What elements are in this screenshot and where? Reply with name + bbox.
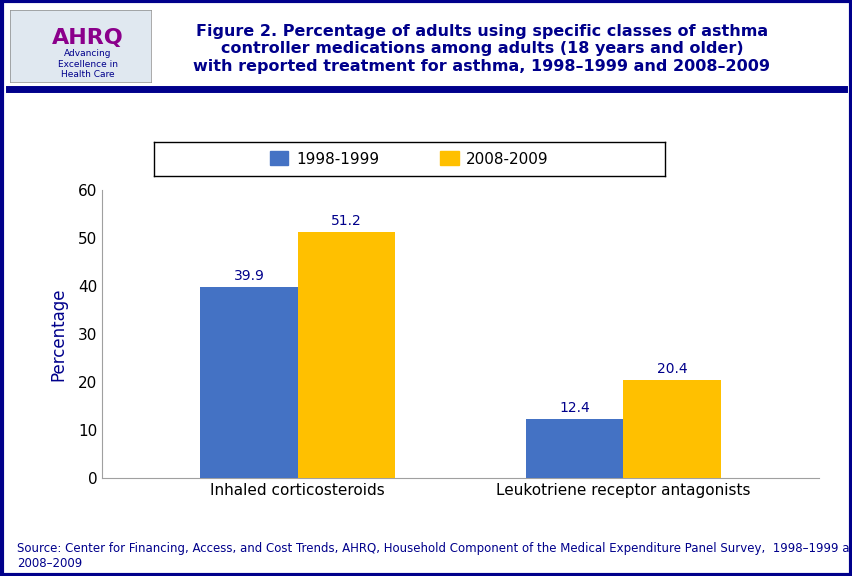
Bar — [200, 287, 297, 478]
Text: AHRQ: AHRQ — [52, 28, 124, 48]
Bar — [623, 380, 720, 478]
Text: 20.4: 20.4 — [656, 362, 687, 376]
Text: Source: Center for Financing, Access, and Cost Trends, AHRQ, Household Component: Source: Center for Financing, Access, an… — [17, 542, 852, 570]
Y-axis label: Percentage: Percentage — [49, 287, 67, 381]
Text: 12.4: 12.4 — [559, 401, 590, 415]
Bar — [297, 232, 395, 478]
Text: Advancing
Excellence in
Health Care: Advancing Excellence in Health Care — [58, 50, 118, 79]
Text: 51.2: 51.2 — [331, 214, 361, 229]
Text: 39.9: 39.9 — [233, 269, 264, 283]
Text: Figure 2. Percentage of adults using specific classes of asthma
controller medic: Figure 2. Percentage of adults using spe… — [193, 24, 769, 74]
Legend: 1998-1999, 2008-2009: 1998-1999, 2008-2009 — [263, 145, 555, 173]
Bar — [525, 419, 623, 478]
